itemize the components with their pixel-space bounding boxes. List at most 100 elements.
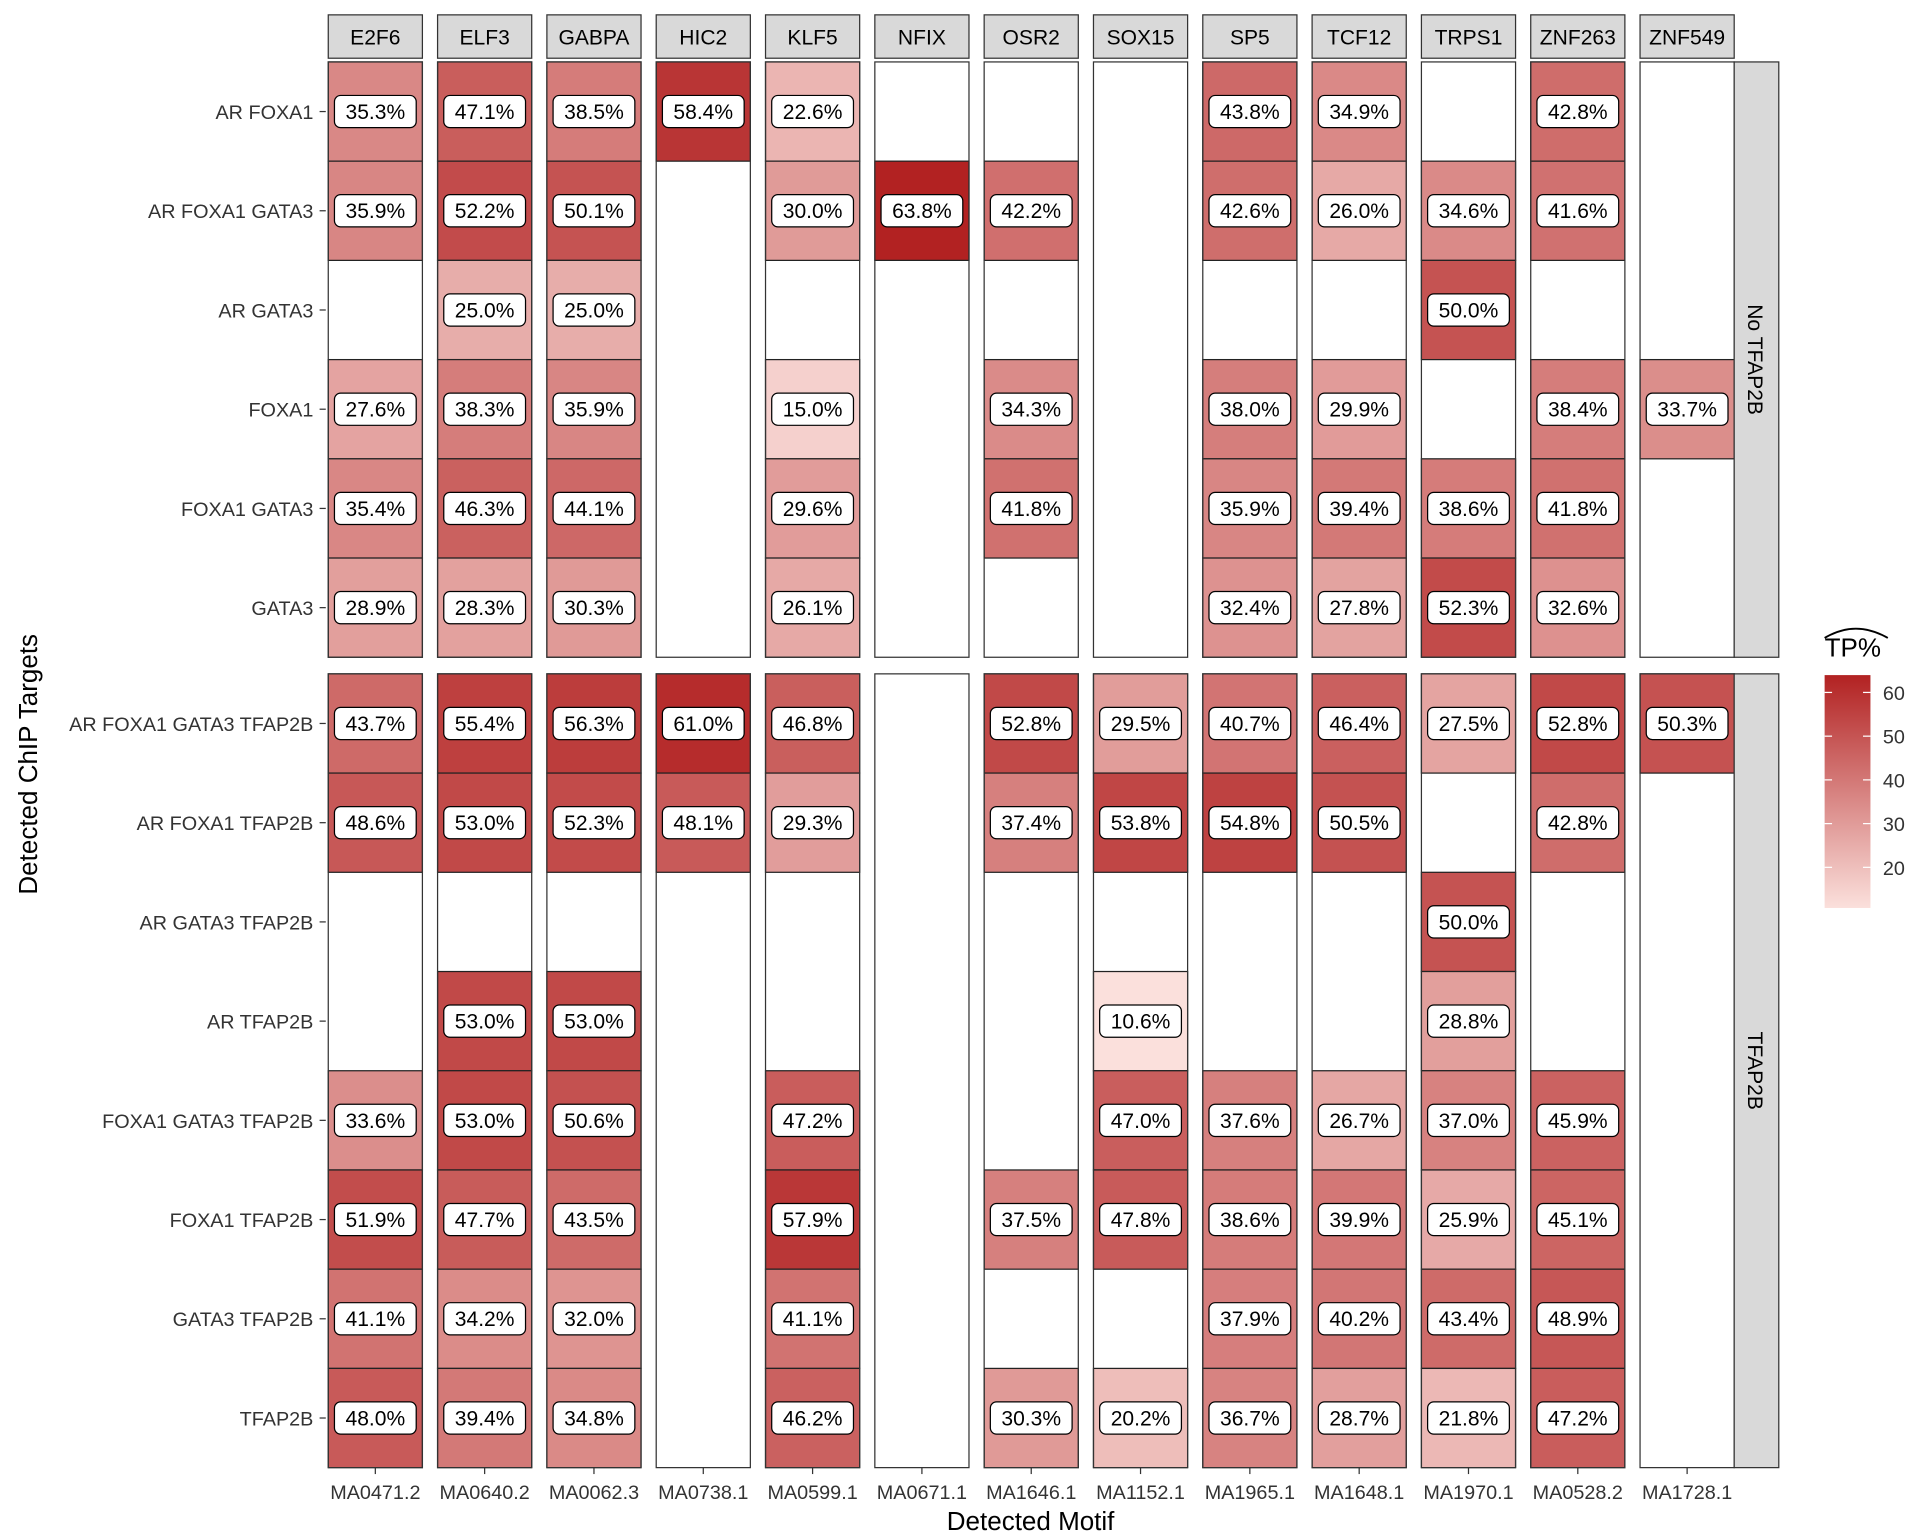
cell-label: 34.6% (1439, 200, 1499, 223)
cell-label: 47.7% (455, 1209, 515, 1232)
legend-tick-label: 60 (1883, 683, 1905, 705)
x-tick-label: MA0471.2 (330, 1482, 420, 1504)
cell-label-box (1208, 805, 1292, 840)
column-strip (327, 14, 424, 59)
cell-label-box (1208, 1302, 1292, 1336)
cell-label-box (552, 1004, 636, 1038)
x-tick-label: MA0062.3 (549, 1482, 639, 1504)
cell-label: 38.4% (1548, 399, 1608, 422)
cell-label: 53.0% (455, 1011, 515, 1034)
column-strip (983, 14, 1079, 59)
panel-border (436, 61, 533, 658)
cell-label-box (552, 491, 636, 526)
column-strip-label: HIC2 (679, 27, 727, 50)
cell-label-box (1536, 1103, 1620, 1138)
panel-border (764, 673, 861, 1469)
cell-label: 47.2% (783, 1110, 843, 1133)
legend-title: TP% (1825, 633, 1881, 663)
y-tick-label: FOXA1 (248, 400, 313, 422)
x-tick-label: MA1648.1 (1314, 1482, 1404, 1504)
column-strip-label: GABPA (558, 27, 629, 50)
cell-label: 44.1% (564, 498, 624, 521)
cell-label-box (333, 491, 417, 526)
cell-label-box (333, 1302, 417, 1336)
y-tick-label: AR FOXA1 GATA3 TFAP2B (69, 714, 313, 736)
cell-label-box (1536, 491, 1620, 526)
cell-label-box (552, 1401, 636, 1435)
cell-label: 27.6% (345, 399, 405, 422)
cell-label: 46.4% (1329, 713, 1389, 736)
cell-label: 35.9% (564, 399, 624, 422)
cell-label: 50.1% (564, 200, 624, 223)
cell-label: 42.2% (1001, 200, 1061, 223)
column-strip (874, 14, 970, 59)
cell-label: 58.4% (673, 101, 733, 124)
y-tick-label: TFAP2B (240, 1408, 314, 1430)
cell-label: 10.6% (1111, 1011, 1171, 1034)
cell-label: 42.6% (1220, 200, 1280, 223)
cell-label: 21.8% (1439, 1407, 1499, 1430)
column-strip-label: KLF5 (787, 27, 837, 50)
cell-label: 37.6% (1220, 1110, 1280, 1133)
cell-label: 37.4% (1001, 812, 1061, 835)
cell-label: 48.9% (1548, 1308, 1608, 1331)
cell-label: 29.5% (1111, 713, 1171, 736)
cell-label-box (1536, 590, 1620, 625)
cell-label-box (1536, 706, 1620, 741)
cell-label-box (1426, 491, 1510, 526)
panel-border (1092, 61, 1189, 658)
cell-label-box (552, 94, 636, 129)
panel-border (1420, 61, 1517, 658)
cell-label: 51.9% (345, 1209, 405, 1232)
cell-label-box (989, 1202, 1073, 1237)
cell-label: 48.6% (345, 812, 405, 835)
cell-label-box (443, 392, 527, 426)
y-tick-label: GATA3 TFAP2B (173, 1309, 314, 1331)
column-strip (1639, 14, 1735, 59)
x-tick-label: MA0671.1 (877, 1482, 967, 1504)
cell-label-box (333, 1401, 417, 1435)
panel-border (546, 61, 642, 658)
cell-label: 29.6% (783, 498, 843, 521)
cell-label: 41.1% (783, 1308, 843, 1331)
cell-label-box (1645, 706, 1729, 741)
panel-border (983, 61, 1079, 658)
cell-label-box (1317, 1401, 1401, 1435)
cell-label: 33.7% (1657, 399, 1717, 422)
cell-label: 54.8% (1220, 812, 1280, 835)
cell-label: 50.0% (1439, 299, 1499, 322)
cell-label-box (1426, 905, 1510, 939)
cell-label-box (1208, 392, 1292, 426)
cell-label-box (1099, 1004, 1183, 1038)
y-axis-title: Detected ChIP Targets (13, 634, 43, 895)
cell-label: 28.7% (1329, 1407, 1389, 1430)
y-tick-label: AR GATA3 TFAP2B (140, 912, 314, 934)
column-strip (1092, 14, 1189, 59)
cell-label: 26.0% (1329, 200, 1389, 223)
panel-border (327, 61, 424, 658)
cell-label: 26.1% (783, 597, 843, 620)
x-tick-label: MA1646.1 (986, 1482, 1076, 1504)
column-strip (1420, 14, 1517, 59)
cell-label-box (1317, 392, 1401, 426)
cell-label-box (1099, 1401, 1183, 1435)
column-strip (436, 14, 533, 59)
x-tick-label: MA0738.1 (658, 1482, 748, 1504)
cell-label-box (443, 1004, 527, 1038)
cell-label-box (771, 194, 855, 228)
panel-border (1639, 673, 1735, 1469)
cell-label-box (1208, 1103, 1292, 1138)
cell-label-box (552, 1202, 636, 1237)
cell-label-box (1099, 1103, 1183, 1138)
cell-label: 40.2% (1329, 1308, 1389, 1331)
cell-label-box (989, 194, 1073, 228)
cell-label-box (443, 1302, 527, 1336)
cell-label: 52.3% (1439, 597, 1499, 620)
column-strip (655, 14, 751, 59)
cell-label-box (1317, 1103, 1401, 1138)
panel-border (764, 61, 861, 658)
cell-label-box (1536, 1401, 1620, 1435)
cell-label: 38.5% (564, 101, 624, 124)
cell-label: 29.9% (1329, 399, 1389, 422)
